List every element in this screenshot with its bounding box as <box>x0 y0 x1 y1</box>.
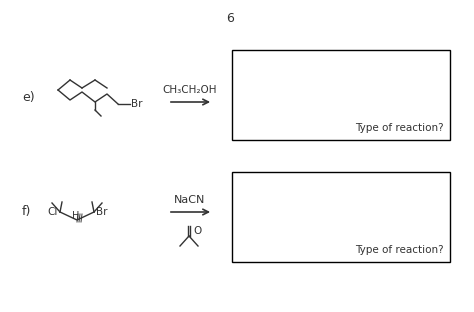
Text: Type of reaction?: Type of reaction? <box>356 245 444 255</box>
Text: Cl: Cl <box>47 207 58 217</box>
Text: CH₃CH₂OH: CH₃CH₂OH <box>163 85 217 95</box>
Text: Type of reaction?: Type of reaction? <box>356 123 444 133</box>
Text: Br: Br <box>96 207 108 217</box>
Text: O: O <box>193 226 201 236</box>
Text: f): f) <box>22 206 31 218</box>
Bar <box>232 50 450 140</box>
Text: NaCN: NaCN <box>174 195 206 205</box>
Text: H: H <box>73 211 80 221</box>
Text: 6: 6 <box>226 12 234 25</box>
Text: e): e) <box>22 90 35 104</box>
Text: Br: Br <box>131 99 143 109</box>
Bar <box>232 172 450 262</box>
